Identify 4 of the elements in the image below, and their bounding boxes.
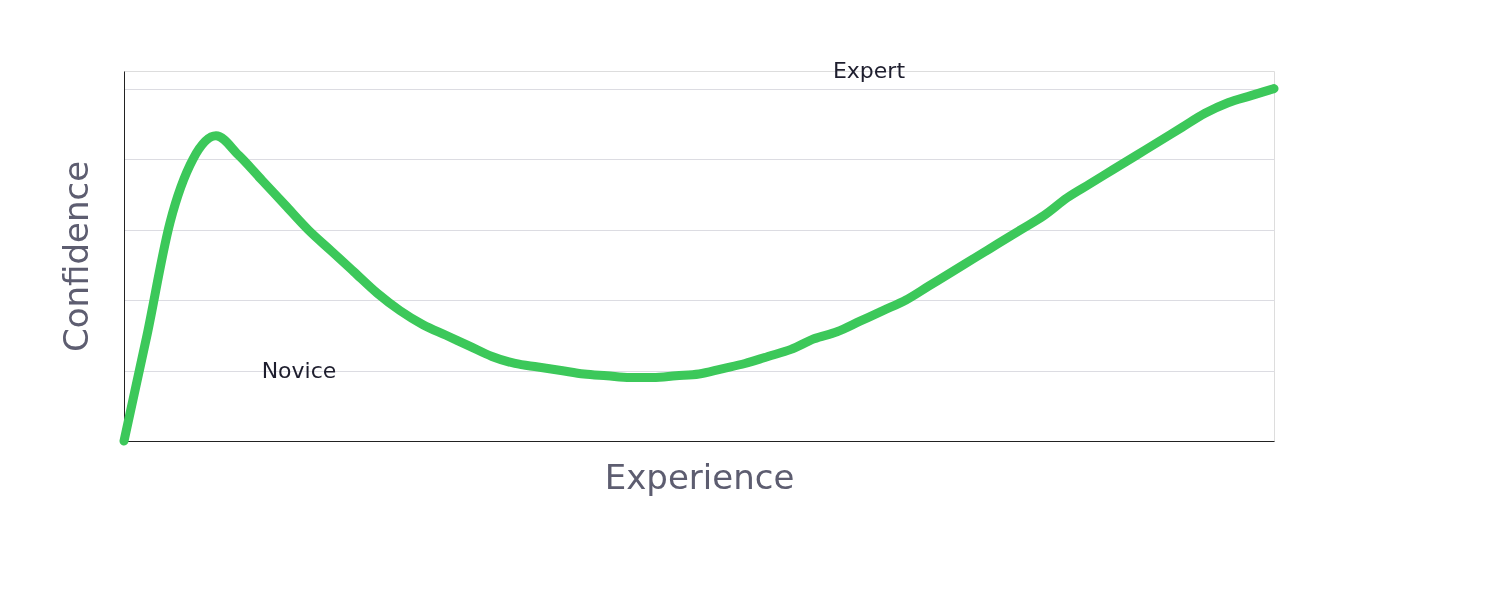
y-axis-title: Confidence <box>55 160 96 353</box>
text: Expert <box>832 58 906 83</box>
x-axis-title: Experience <box>604 456 795 497</box>
annotation: Novice <box>261 358 337 383</box>
